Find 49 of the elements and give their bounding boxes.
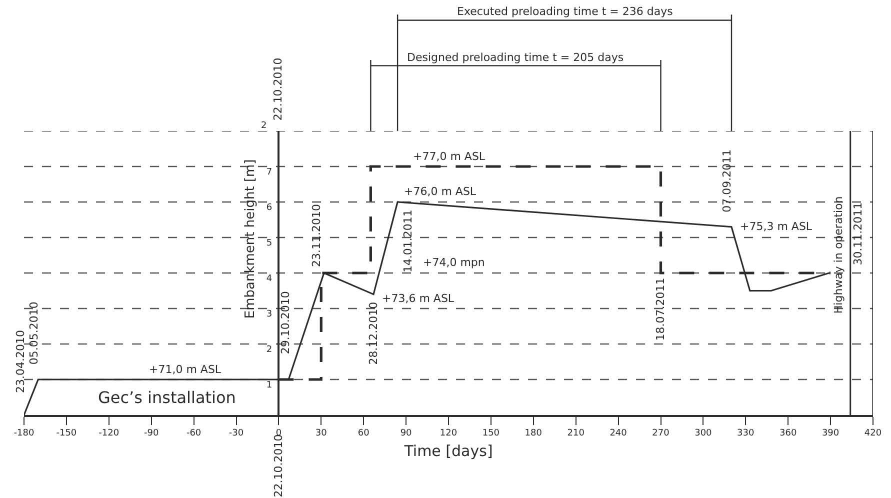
annotation: 29.10.2010 — [279, 291, 292, 354]
text: Designed preloading time t = 205 days — [407, 51, 624, 64]
annotation: 28.12.2010 — [367, 302, 380, 365]
x-tick-label: 360 — [780, 428, 797, 439]
x-tick-label: 420 — [864, 428, 882, 439]
x-tick-label: -90 — [144, 428, 159, 439]
annotation: 30.11.2011 — [851, 202, 864, 266]
x-tick-label: 30 — [315, 428, 328, 439]
annotation: +75,3 m ASL — [740, 220, 813, 233]
x-tick-label: -120 — [98, 428, 120, 439]
x-tick-label: 180 — [524, 428, 542, 439]
x-tick-label: -180 — [14, 428, 34, 439]
annotation: 07.09.2011 — [720, 149, 734, 212]
y-tick-label: 5 — [266, 238, 272, 249]
x-tick-label: 330 — [737, 428, 755, 439]
annotation: +71,0 m ASL — [149, 363, 222, 376]
x-tick-label: -150 — [56, 428, 77, 439]
x-tick-label: 150 — [482, 428, 500, 439]
annotation: 18.07.2011 — [654, 278, 667, 341]
y-tick-label: 1 — [266, 380, 272, 391]
x-tick-label: 210 — [567, 428, 585, 439]
x-tick-label: 300 — [694, 428, 712, 439]
x-tick-label: 60 — [358, 428, 370, 439]
y-tick-label: 6 — [266, 203, 272, 214]
y-tick-label: 4 — [266, 274, 272, 284]
annotation: +76,0 m ASL — [404, 185, 477, 198]
y-axis-title: Embankment height [m] — [242, 159, 258, 319]
x-tick-label: -30 — [228, 428, 244, 439]
text: Executed preloading time t = 236 days — [457, 5, 674, 18]
x-tick-label: 390 — [822, 428, 840, 439]
x-tick-label: 120 — [440, 428, 458, 439]
annotation: 05.05.2010 — [28, 302, 41, 365]
text: 22.10.2010 — [272, 58, 285, 121]
x-tick-label: 90 — [400, 428, 412, 439]
y-tick-label: 7 — [266, 168, 272, 178]
y-tick-label: 2 — [266, 345, 272, 356]
x-tick-label: 270 — [652, 428, 670, 439]
annotation: +77,0 m ASL — [413, 150, 486, 163]
annotation: 23.11.2010 — [310, 204, 323, 267]
x-tick-label: 240 — [610, 428, 628, 439]
x-axis-title: Time [days] — [403, 442, 493, 460]
annotation: +74,0 mpn — [423, 256, 485, 269]
y-tick-label: 3 — [266, 310, 272, 320]
x-tick-label: -60 — [186, 428, 202, 439]
annotation: 23.04.2010 — [14, 330, 27, 393]
annotation: +73,6 m ASL — [382, 292, 455, 305]
annotation: 14.01.2011 — [402, 210, 415, 273]
annotation: Gec’s installation — [98, 388, 236, 407]
annotation: Highway in operation — [832, 196, 846, 314]
